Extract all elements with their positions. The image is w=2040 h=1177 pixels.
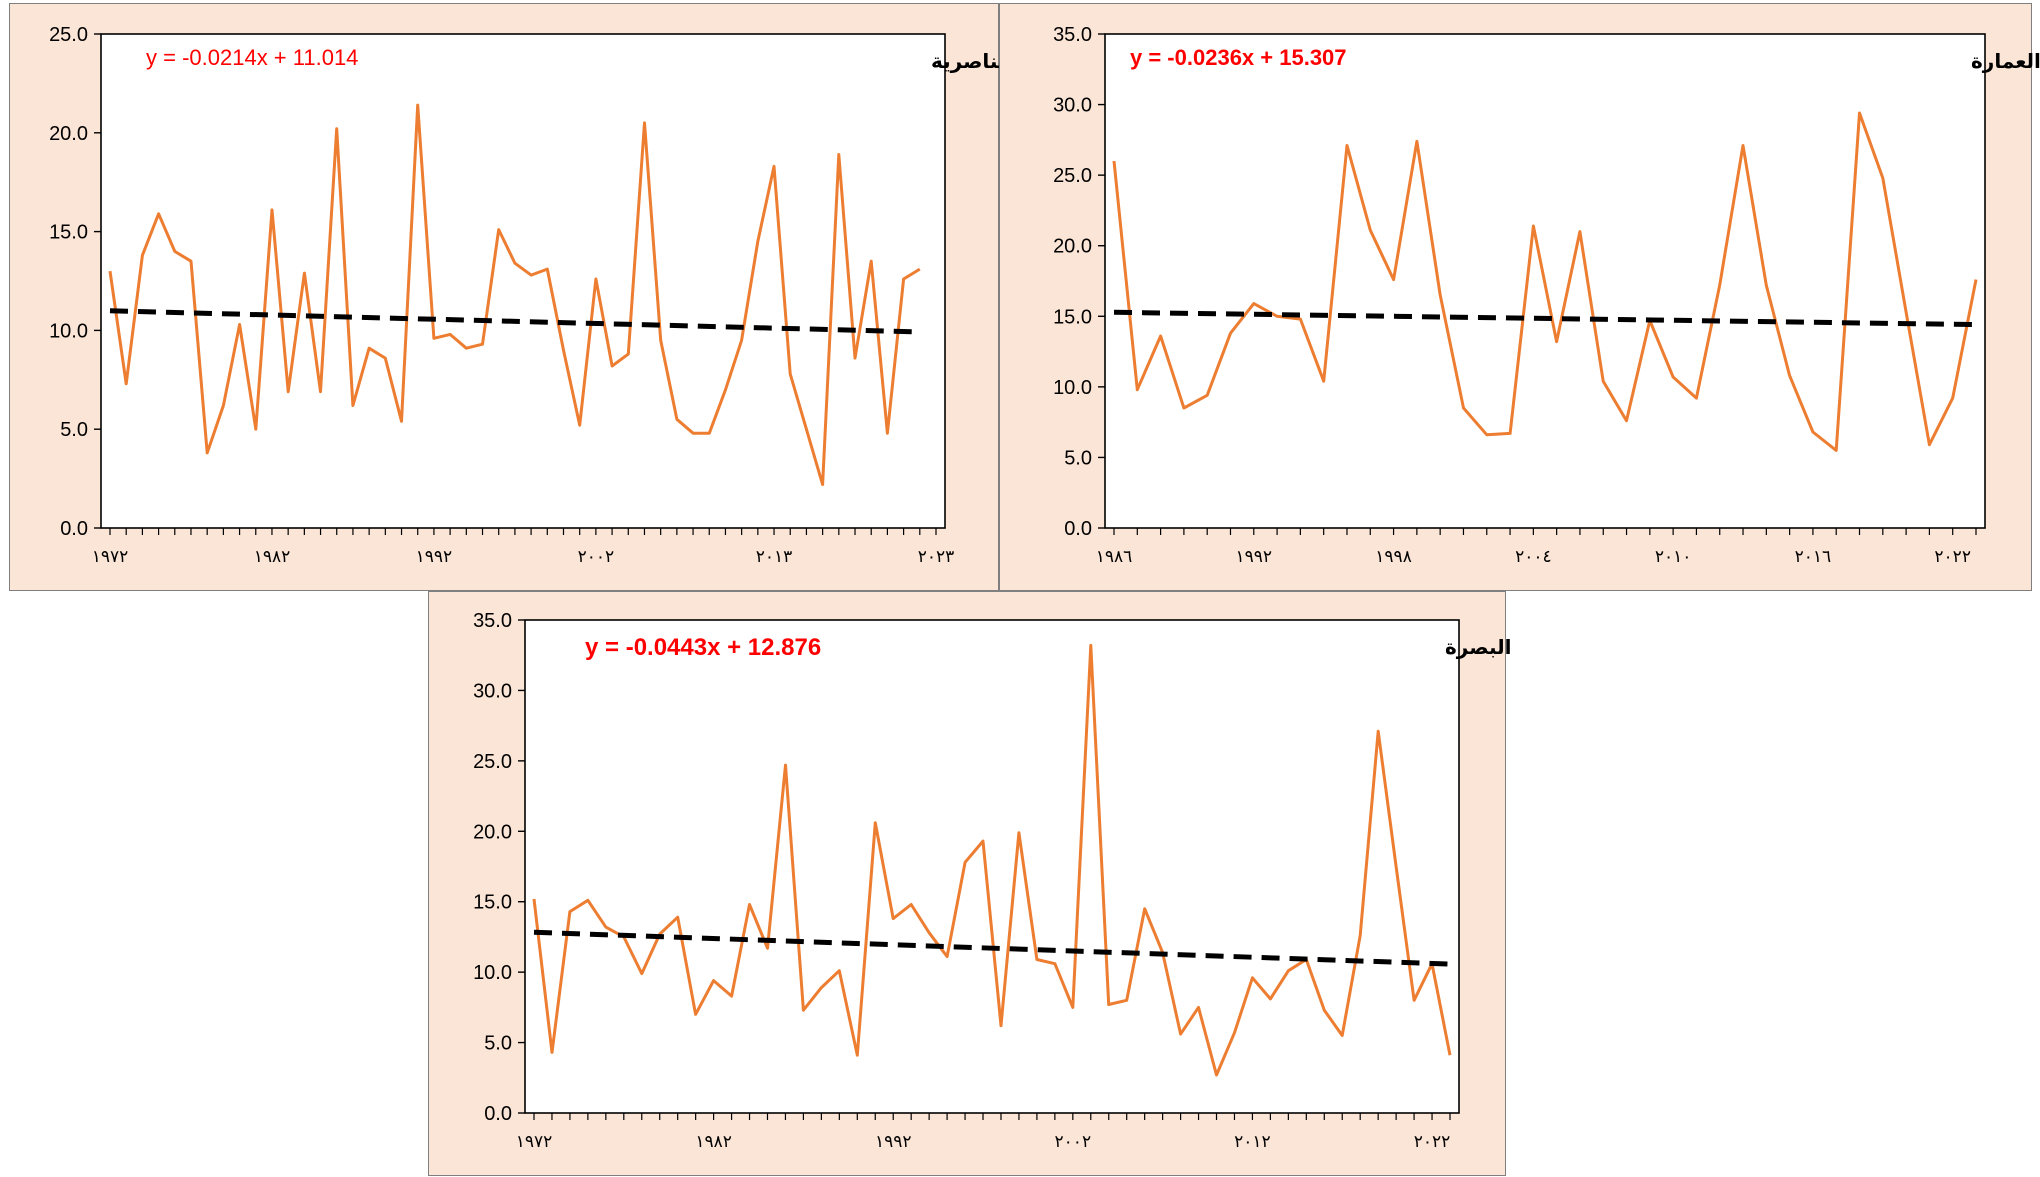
y-tick-label: 25.0 (1053, 165, 1092, 187)
chart-panel-nasiriyah: 0.0 5.0 10.0 15.0 20.0 25.0 ١٩٧٢ ١٩٨٢ ١٩٩٢ ٢٠٠٢ ٢٠… (9, 3, 1012, 591)
x-tick-label: ٢٠١٦ (1795, 547, 1832, 567)
y-tick-label: 10.0 (49, 320, 88, 342)
station-name: العمارة (1971, 49, 2040, 73)
x-tick-label: ١٩٧٢ (92, 547, 129, 567)
plot-area (100, 33, 946, 529)
chart-nasiriyah: 0.0 5.0 10.0 15.0 20.0 25.0 ١٩٧٢ ١٩٨٢ ١٩٩٢ ٢٠٠٢ ٢٠… (49, 24, 1012, 567)
y-tick-label: 30.0 (1053, 95, 1092, 117)
series-line (1112, 111, 1978, 452)
chart-amarah: 0.0 5.0 10.0 15.0 20.0 25.0 30.0 35.0 ١٩٨٦ ١٩٩٢ ١٩… (1053, 24, 2040, 567)
y-tick-label: 35.0 (1053, 24, 1092, 46)
x-tick-label: ٢٠١٢ (1234, 1132, 1271, 1152)
trendline-equation: y = -0.0443x + 12.876 (585, 634, 821, 661)
station-name: البصرة (1445, 635, 1511, 659)
trendline-equation: y = -0.0236x + 15.307 (1130, 45, 1347, 70)
series-line (108, 103, 921, 486)
x-tick-label: ١٩٧٢ (516, 1132, 553, 1152)
x-tick-label: ٢٠١٠ (1655, 547, 1692, 567)
y-tick-label: 20.0 (473, 821, 512, 843)
x-tick-label: ١٩٩٢ (416, 547, 453, 567)
station-name: الناصرية (931, 49, 1012, 73)
y-tick-label: 0.0 (60, 518, 88, 540)
y-tick-label: 20.0 (49, 123, 88, 145)
x-tick-label: ٢٠٠٢ (1055, 1132, 1092, 1152)
y-tick-label: 35.0 (473, 610, 512, 632)
x-tick-label: ١٩٩٢ (875, 1132, 912, 1152)
y-tick-label: 5.0 (60, 419, 88, 441)
x-tick-label: ٢٠٠٢ (578, 547, 615, 567)
x-tick-label: ٢٠٢٢ (1414, 1132, 1451, 1152)
x-tick-label: ١٩٨٢ (695, 1132, 732, 1152)
chart-panel-amarah: 0.0 5.0 10.0 15.0 20.0 25.0 30.0 35.0 ١٩٨٦ ١٩٩٢ ١٩… (999, 3, 2040, 591)
x-tick-label: ١٩٩٢ (1236, 547, 1273, 567)
y-tick-label: 5.0 (1064, 447, 1092, 469)
y-tick-label: 0.0 (484, 1103, 512, 1125)
y-tick-label: 15.0 (49, 222, 88, 244)
x-tick-label: ١٩٨٢ (254, 547, 291, 567)
y-tick-label: 25.0 (49, 24, 88, 46)
y-tick-label: 10.0 (1053, 377, 1092, 399)
x-tick-label: ١٩٨٦ (1096, 547, 1133, 567)
x-tick-label: ٢٠١٣ (756, 547, 793, 567)
chart-panel-basrah: 0.0 5.0 10.0 15.0 20.0 25.0 30.0 35.0 ١٩٧٢ ١٩٨٢ ١٩… (428, 591, 1511, 1176)
y-tick-label: 10.0 (473, 962, 512, 984)
y-tick-label: 5.0 (484, 1033, 512, 1055)
trendline (533, 929, 1451, 967)
y-tick-label: 15.0 (1053, 306, 1092, 328)
chart-basrah: 0.0 5.0 10.0 15.0 20.0 25.0 30.0 35.0 ١٩٧٢ ١٩٨٢ ١٩… (473, 610, 1511, 1152)
x-tick-label: ١٩٩٨ (1375, 547, 1412, 567)
x-tick-label: ٢٠٢٣ (918, 547, 955, 567)
y-tick-label: 30.0 (473, 680, 512, 702)
trendline-equation: y = -0.0214x + 11.014 (146, 45, 358, 70)
y-tick-label: 15.0 (473, 892, 512, 914)
series-line (532, 643, 1452, 1077)
x-tick-label: ٢٠٢٢ (1934, 547, 1971, 567)
y-tick-label: 20.0 (1053, 236, 1092, 258)
x-tick-label: ٢٠٠٤ (1515, 547, 1552, 567)
plot-area (524, 619, 1460, 1114)
y-tick-label: 0.0 (1064, 518, 1092, 540)
trendline (1113, 309, 1977, 328)
trendline (109, 308, 920, 335)
y-tick-label: 25.0 (473, 751, 512, 773)
